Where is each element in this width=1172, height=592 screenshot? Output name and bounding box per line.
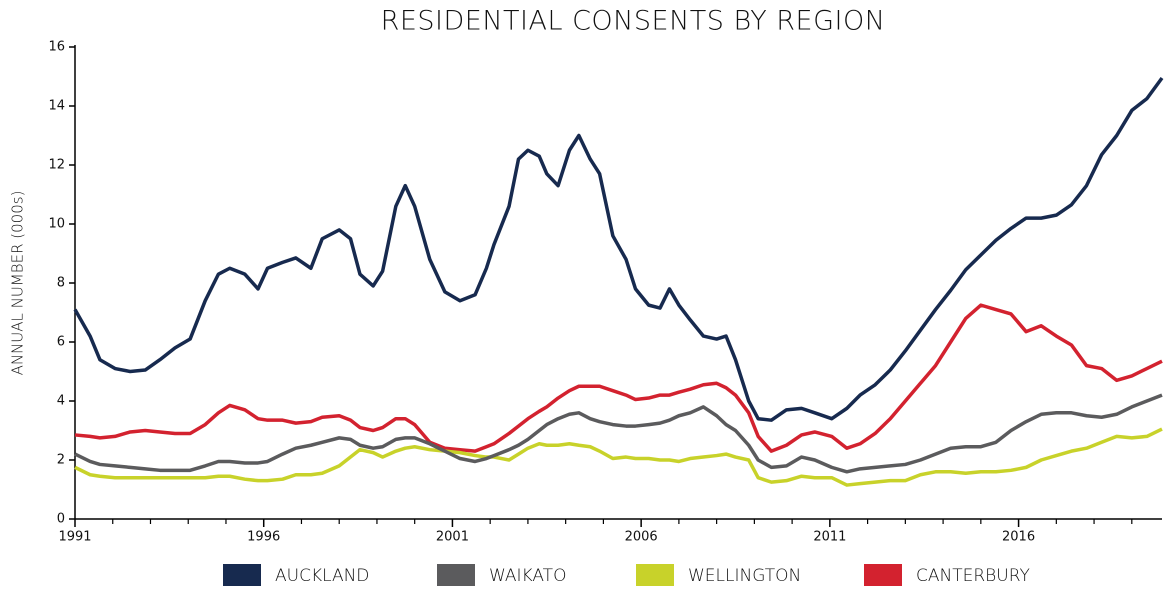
x-tick-label: 2001 <box>436 530 469 545</box>
y-tick-label: 0 <box>57 512 65 527</box>
legend-swatch <box>636 564 674 586</box>
y-tick-label: 14 <box>48 99 65 114</box>
y-axis-label: ANNUAL NUMBER (000s) <box>9 191 27 376</box>
y-tick-label: 16 <box>48 40 65 55</box>
chart-title: RESIDENTIAL CONSENTS BY REGION <box>381 6 886 37</box>
legend-label: AUCKLAND <box>275 566 369 586</box>
legend-label: WELLINGTON <box>688 566 801 586</box>
legend-swatch <box>864 564 902 586</box>
y-tick-label: 10 <box>48 217 65 232</box>
series-line <box>74 393 1163 474</box>
legend-label: WAIKATO <box>489 566 566 586</box>
y-tick-label: 6 <box>57 335 65 350</box>
y-tick-label: 2 <box>57 453 65 468</box>
series-line <box>74 303 1163 453</box>
x-tick-label: 1991 <box>58 530 91 545</box>
y-tick-label: 12 <box>48 158 65 173</box>
x-tick-label: 2011 <box>813 530 846 545</box>
legend-label: CANTERBURY <box>916 566 1030 586</box>
x-tick-label: 2016 <box>1002 530 1035 545</box>
legend-swatch <box>223 564 261 586</box>
y-tick-label: 8 <box>57 276 65 291</box>
x-tick-label: 2006 <box>625 530 658 545</box>
series-line <box>74 427 1163 487</box>
x-tick-label: 1996 <box>247 530 280 545</box>
series-line <box>73 76 1164 422</box>
y-tick-label: 4 <box>57 394 65 409</box>
legend-swatch <box>437 564 475 586</box>
